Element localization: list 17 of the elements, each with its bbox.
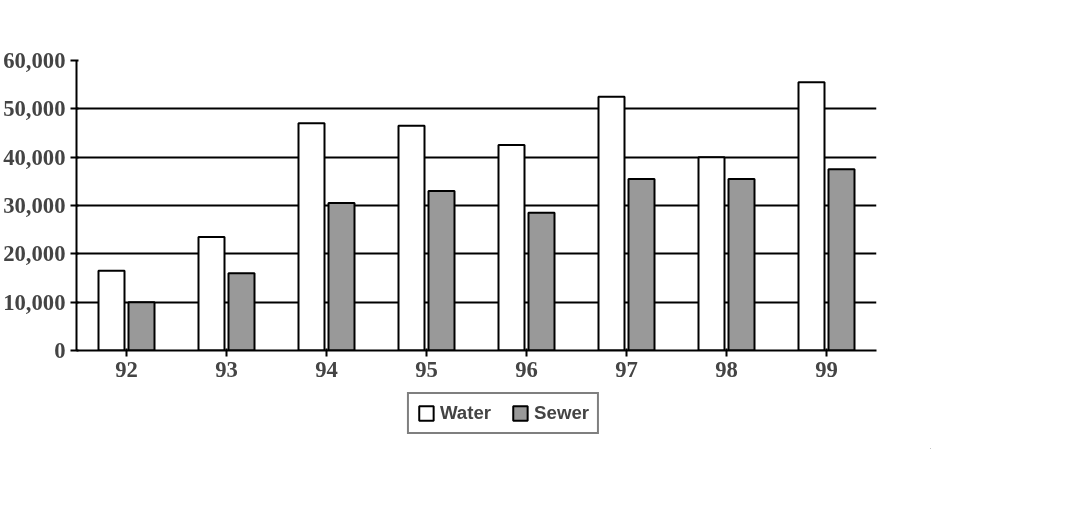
x-tick-label: 96: [515, 356, 538, 382]
y-tick-label: 30,000: [3, 193, 66, 218]
y-tick-label: 40,000: [3, 144, 66, 170]
legend-label: Water: [439, 402, 492, 424]
y-tick-label: 60,000: [3, 48, 66, 73]
y-tick-label: 10,000: [3, 289, 66, 315]
legend-label: Sewer: [534, 402, 590, 424]
x-tick-label: 98: [715, 356, 738, 382]
x-tick-label: 97: [615, 356, 638, 382]
x-tick-label: 94: [315, 356, 338, 382]
x-tick-label: 95: [415, 356, 438, 382]
y-tick-label: 20,000: [3, 241, 66, 267]
x-tick-label: 92: [115, 356, 138, 382]
y-tick-label: 50,000: [3, 96, 66, 122]
y-tick-label: 0: [54, 338, 66, 363]
x-tick-label: 93: [215, 356, 238, 382]
x-tick-label: 99: [815, 356, 838, 382]
